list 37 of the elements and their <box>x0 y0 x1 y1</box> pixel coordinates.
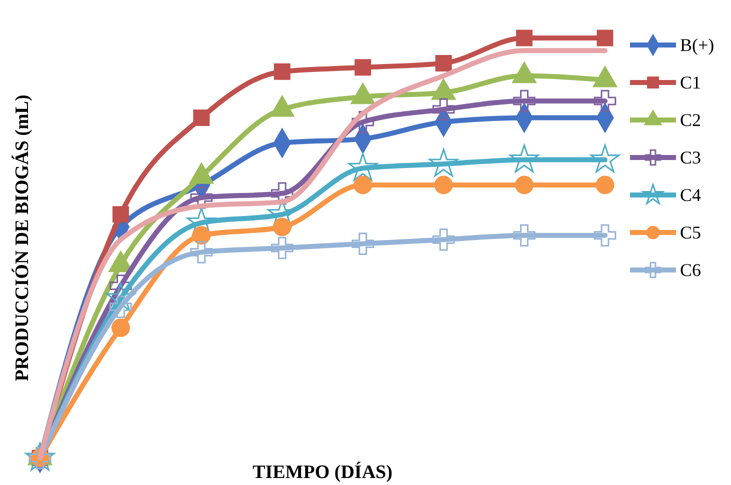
point <box>516 30 533 46</box>
point <box>190 241 213 264</box>
point <box>432 98 455 121</box>
legend-label: C6 <box>680 260 702 280</box>
point <box>510 144 539 172</box>
point <box>271 236 294 260</box>
legend-label: C5 <box>680 222 702 242</box>
legend-label: B(+) <box>680 35 714 55</box>
point <box>596 30 614 46</box>
point <box>515 176 534 194</box>
point <box>432 228 455 251</box>
point <box>348 152 378 181</box>
legend-label: C4 <box>680 185 702 205</box>
point <box>513 224 536 247</box>
legend-label: C2 <box>680 110 702 130</box>
legend-label: C1 <box>680 72 702 92</box>
point <box>596 176 614 194</box>
point <box>594 90 616 112</box>
point <box>274 63 290 80</box>
point <box>434 176 453 194</box>
point <box>354 176 372 194</box>
x-axis-title: TIEMPO (DÍAS) <box>252 461 392 483</box>
point <box>352 232 374 255</box>
point <box>435 54 452 72</box>
point <box>112 206 129 223</box>
point <box>111 318 130 338</box>
legend-label: C3 <box>680 148 702 168</box>
point <box>186 207 216 236</box>
y-axis-title: PRODUCCIÓN DE BIOGÁS (mL) <box>11 94 33 382</box>
point <box>590 144 620 172</box>
point <box>193 110 210 126</box>
point <box>354 59 372 76</box>
point <box>428 148 458 177</box>
point <box>192 226 211 245</box>
point <box>594 224 616 247</box>
point <box>272 218 292 236</box>
point <box>513 90 536 112</box>
